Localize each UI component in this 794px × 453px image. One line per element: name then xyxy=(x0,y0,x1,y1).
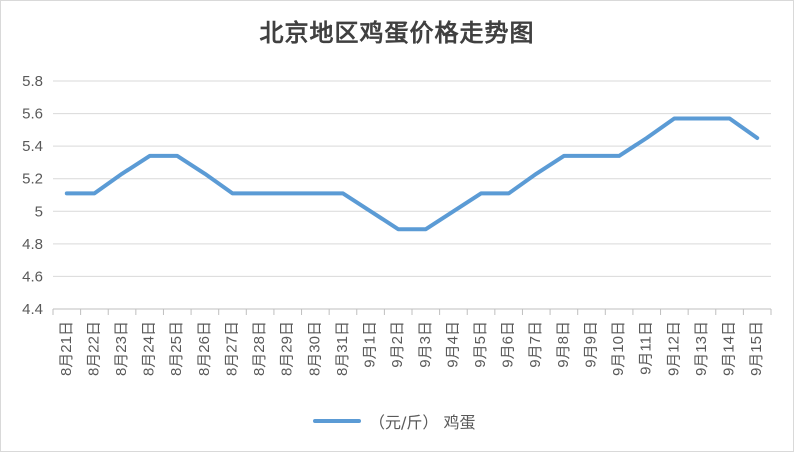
x-tick-label: 9月8日 xyxy=(555,321,572,368)
x-tick-label: 8月26日 xyxy=(196,321,213,376)
legend: （元/斤） 鸡蛋 xyxy=(313,409,475,433)
y-tick-label: 4.8 xyxy=(22,236,43,253)
x-axis-ticks: 8月21日 8月22日 8月23日 8月24日 8月25日 8月26日 8月27日 8月28日… xyxy=(58,321,765,376)
y-tick-label: 4.6 xyxy=(22,268,43,285)
x-tick-label: 9月10日 xyxy=(610,321,627,376)
x-tick-label: 9月7日 xyxy=(527,321,544,368)
x-tick-label: 9月9日 xyxy=(582,321,599,368)
y-tick-label: 5.6 xyxy=(22,106,43,123)
x-tick-label: 8月30日 xyxy=(306,321,323,376)
series-line xyxy=(67,119,757,230)
x-tick-label: 9月12日 xyxy=(665,321,682,376)
x-tick-label: 8月31日 xyxy=(334,321,351,376)
x-tick-label: 8月21日 xyxy=(58,321,75,376)
y-axis-ticks: 4.4 4.6 4.8 5 5.2 5.4 5.6 5.8 xyxy=(22,73,43,318)
x-tick-label: 9月2日 xyxy=(389,321,406,368)
x-tick-label: 9月4日 xyxy=(444,321,461,368)
x-tick-label: 9月11日 xyxy=(638,321,655,375)
x-tick-label: 8月23日 xyxy=(113,321,130,376)
x-tick-label: 9月3日 xyxy=(417,321,434,368)
legend-label: （元/斤） 鸡蛋 xyxy=(369,409,475,433)
gridlines xyxy=(53,81,771,276)
x-tick-label: 9月14日 xyxy=(721,321,738,376)
x-tick-label: 8月24日 xyxy=(141,321,158,376)
y-tick-label: 5 xyxy=(35,203,43,220)
x-tick-label: 8月29日 xyxy=(279,321,296,376)
y-tick-label: 5.4 xyxy=(22,138,43,155)
y-tick-label: 4.4 xyxy=(22,301,43,318)
y-tick-label: 5.8 xyxy=(22,73,43,90)
x-tick-label: 8月28日 xyxy=(251,321,268,376)
y-tick-label: 5.2 xyxy=(22,171,43,188)
series-layer xyxy=(67,118,757,229)
axes xyxy=(53,309,771,315)
x-tick-label: 9月5日 xyxy=(472,321,489,368)
x-tick-label: 9月1日 xyxy=(362,321,379,368)
x-tick-label: 8月22日 xyxy=(85,321,102,376)
x-tick-label: 9月13日 xyxy=(693,321,710,376)
x-tick-label: 9月6日 xyxy=(500,321,517,368)
x-tick-label: 8月25日 xyxy=(168,321,185,376)
x-tick-label: 9月15日 xyxy=(748,321,765,376)
legend-swatch xyxy=(313,419,361,423)
x-tick-label: 8月27日 xyxy=(223,321,240,376)
